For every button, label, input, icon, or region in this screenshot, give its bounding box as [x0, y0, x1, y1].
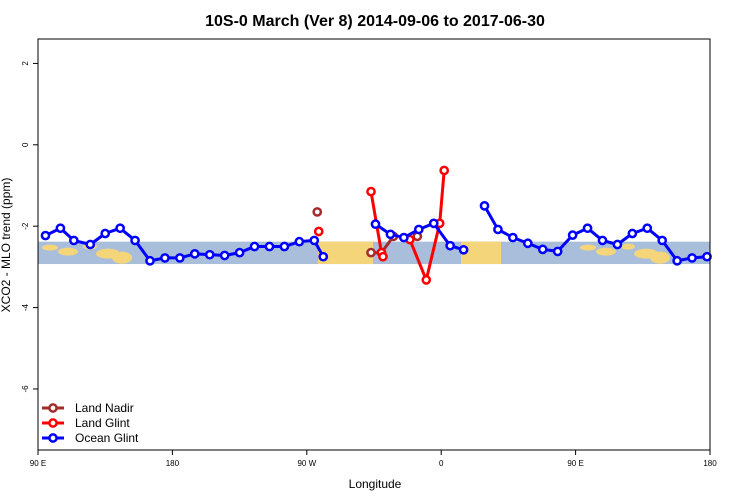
data-point	[68, 235, 79, 246]
data-point	[421, 275, 432, 285]
data-point	[508, 232, 518, 243]
x-tick-label: 90 W	[297, 459, 316, 468]
data-point	[279, 241, 290, 252]
data-point	[249, 241, 260, 252]
data-point	[445, 240, 456, 251]
data-point	[493, 224, 503, 235]
legend-label: Ocean Glint	[75, 431, 139, 445]
land-americas	[318, 241, 373, 265]
data-point	[189, 249, 200, 259]
series-land-glint	[313, 165, 450, 285]
x-axis-label: Longitude	[349, 477, 402, 491]
data-point	[85, 239, 96, 250]
data-point	[160, 253, 170, 263]
legend-item: Land Nadir	[42, 401, 134, 415]
data-point	[318, 251, 329, 262]
y-tick-label: -6	[21, 385, 30, 393]
data-point	[130, 235, 140, 246]
y-tick-label: 2	[21, 61, 30, 66]
series-layer	[40, 165, 712, 285]
data-point	[458, 244, 469, 255]
y-tick-label: -4	[21, 303, 30, 311]
data-point	[385, 229, 396, 240]
data-point	[366, 247, 376, 258]
data-point	[642, 223, 653, 234]
y-tick-label: 0	[21, 142, 30, 147]
data-point	[439, 165, 450, 176]
data-point	[612, 239, 623, 250]
x-tick-label: 90 E	[30, 459, 46, 468]
x-axis: 90 E 180 90 W 0 90 E 180	[30, 450, 717, 468]
land-indonesia-2	[580, 243, 670, 264]
data-point	[702, 251, 712, 262]
data-point	[399, 232, 409, 243]
x-tick-label: 90 E	[567, 459, 583, 468]
data-point	[294, 236, 305, 247]
data-point	[204, 249, 215, 260]
series-ocean-glint	[40, 200, 712, 266]
legend-label: Land Glint	[75, 416, 130, 430]
data-point	[309, 235, 320, 246]
data-point	[627, 228, 638, 239]
series-line	[483, 205, 708, 263]
data-point	[582, 223, 593, 234]
data-point	[100, 228, 111, 239]
y-axis-label: XCO2 - MLO trend (ppm)	[0, 178, 13, 313]
data-point	[55, 223, 66, 234]
land-indonesia-1	[42, 243, 132, 264]
data-point	[234, 247, 245, 258]
data-point	[597, 235, 608, 246]
data-point	[552, 246, 563, 257]
x-tick-label: 180	[703, 459, 717, 468]
data-point	[378, 251, 388, 262]
data-point	[312, 207, 323, 217]
legend-item: Land Glint	[42, 416, 130, 430]
data-point	[522, 238, 533, 249]
data-point	[413, 224, 424, 235]
data-point	[313, 226, 324, 237]
data-point	[264, 241, 275, 252]
x-tick-label: 0	[439, 459, 444, 468]
data-point	[219, 250, 230, 261]
legend-swatch-point	[48, 433, 58, 443]
data-point	[479, 200, 490, 211]
y-tick-label: -2	[21, 222, 30, 230]
y-axis: 2 0 -2 -4 -6	[21, 61, 38, 393]
legend-swatch-point	[48, 418, 58, 428]
data-point	[567, 230, 578, 240]
data-point	[537, 244, 548, 255]
x-tick-label: 180	[166, 459, 180, 468]
data-point	[687, 253, 697, 263]
data-point	[370, 219, 381, 230]
data-point	[145, 255, 155, 266]
data-point	[672, 255, 682, 266]
legend-item: Ocean Glint	[42, 431, 139, 445]
plot-frame	[37, 38, 711, 451]
data-point	[657, 235, 668, 246]
legend-label: Land Nadir	[75, 401, 134, 415]
series-line	[408, 170, 446, 282]
chart-title: 10S-0 March (Ver 8) 2014-09-06 to 2017-0…	[205, 13, 545, 30]
legend-swatch-point	[48, 403, 58, 413]
land-africa	[461, 241, 501, 265]
data-point	[175, 253, 185, 263]
data-point	[115, 223, 125, 234]
data-point	[40, 230, 51, 241]
band-land-areas	[42, 241, 670, 265]
data-point	[366, 186, 376, 197]
data-point	[428, 218, 439, 229]
